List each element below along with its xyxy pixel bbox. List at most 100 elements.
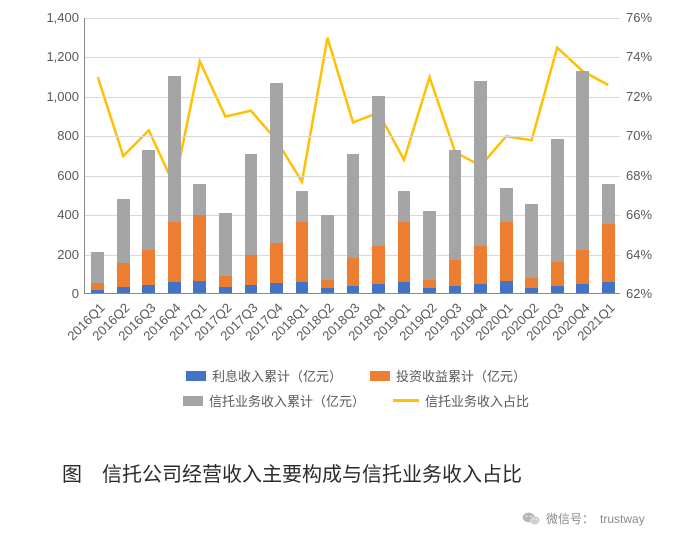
bar-interest	[193, 281, 206, 293]
bar-investment	[91, 283, 104, 290]
bar-interest	[245, 285, 258, 293]
y2-tick-label: 64%	[620, 247, 652, 262]
bar-investment	[576, 250, 589, 285]
bar-investment	[296, 222, 309, 282]
bar-interest	[474, 284, 487, 293]
bar-trust_rev	[372, 96, 385, 246]
y1-tick-label: 1,000	[46, 89, 85, 104]
bar-trust_rev	[245, 154, 258, 255]
bar-investment	[245, 255, 258, 286]
bar-investment	[474, 246, 487, 284]
bar-trust_rev	[398, 191, 411, 222]
bar-trust_rev	[602, 184, 615, 224]
bar-interest	[372, 284, 385, 293]
legend-label: 利息收入累计（亿元）	[212, 366, 342, 385]
bar-trust_rev	[474, 81, 487, 246]
legend-item-trust_share: 信托业务收入占比	[393, 391, 529, 410]
legend-item-trust_rev: 信托业务收入累计（亿元）	[183, 391, 365, 410]
bar-trust_rev	[321, 215, 334, 280]
bar-interest	[219, 287, 232, 293]
y2-tick-label: 62%	[620, 286, 652, 301]
bar-interest	[347, 286, 360, 293]
plot-area: 02004006008001,0001,2001,40062%64%66%68%…	[84, 18, 620, 294]
bar-interest	[500, 281, 513, 293]
bar-investment	[500, 222, 513, 281]
bar-trust_rev	[91, 252, 104, 284]
bar-investment	[372, 246, 385, 284]
bar-investment	[423, 280, 436, 288]
bar-investment	[347, 258, 360, 287]
bar-interest	[449, 286, 462, 293]
bar-trust_rev	[296, 191, 309, 222]
legend-swatch	[186, 371, 206, 381]
bar-investment	[398, 222, 411, 282]
gridline	[85, 18, 620, 19]
bar-interest	[168, 282, 181, 293]
y2-tick-label: 74%	[620, 49, 652, 64]
bar-investment	[219, 276, 232, 287]
y1-tick-label: 1,400	[46, 10, 85, 25]
bar-interest	[117, 287, 130, 293]
wechat-icon	[522, 511, 540, 526]
legend-label: 信托业务收入占比	[425, 391, 529, 410]
bar-interest	[602, 282, 615, 293]
y1-tick-label: 600	[57, 168, 85, 183]
legend-label: 信托业务收入累计（亿元）	[209, 391, 365, 410]
y2-tick-label: 76%	[620, 10, 652, 25]
legend-swatch	[393, 399, 419, 402]
bar-trust_rev	[142, 150, 155, 250]
bar-investment	[117, 263, 130, 287]
legend-swatch	[370, 371, 390, 381]
y2-tick-label: 70%	[620, 128, 652, 143]
bar-trust_rev	[168, 76, 181, 222]
gridline	[85, 57, 620, 58]
bar-investment	[525, 278, 538, 288]
bar-trust_rev	[193, 184, 206, 216]
y2-tick-label: 68%	[620, 168, 652, 183]
bar-trust_rev	[270, 83, 283, 243]
footer-attribution: 微信号： trustway	[522, 510, 645, 527]
gridline	[85, 97, 620, 98]
bar-interest	[398, 282, 411, 293]
bar-investment	[602, 224, 615, 282]
bar-investment	[270, 243, 283, 283]
bar-trust_rev	[576, 71, 589, 249]
bar-interest	[296, 282, 309, 293]
bar-trust_rev	[500, 188, 513, 223]
bar-interest	[423, 288, 436, 293]
bar-trust_rev	[551, 139, 564, 262]
bar-interest	[576, 284, 589, 293]
y1-tick-label: 0	[72, 286, 85, 301]
bar-trust_rev	[423, 211, 436, 280]
legend: 利息收入累计（亿元） 投资收益累计（亿元） 信托业务收入累计（亿元） 信托业务收入占比	[96, 366, 616, 416]
gridline	[85, 136, 620, 137]
bar-investment	[193, 215, 206, 281]
y1-tick-label: 1,200	[46, 49, 85, 64]
y1-tick-label: 400	[57, 207, 85, 222]
legend-item-investment: 投资收益累计（亿元）	[370, 366, 526, 385]
bar-trust_rev	[219, 213, 232, 276]
bar-investment	[551, 262, 564, 286]
y1-tick-label: 200	[57, 247, 85, 262]
legend-label: 投资收益累计（亿元）	[396, 366, 526, 385]
bar-interest	[321, 288, 334, 293]
bar-investment	[142, 250, 155, 285]
y2-tick-label: 66%	[620, 207, 652, 222]
bar-interest	[142, 285, 155, 293]
chart-caption: 图 信托公司经营收入主要构成与信托业务收入占比	[62, 458, 522, 487]
footer-prefix: 微信号：	[546, 510, 594, 527]
bar-investment	[168, 222, 181, 282]
bar-interest	[91, 290, 104, 293]
bar-trust_rev	[525, 204, 538, 278]
bar-interest	[270, 283, 283, 293]
y2-tick-label: 72%	[620, 89, 652, 104]
footer-value: trustway	[600, 512, 645, 526]
bar-trust_rev	[117, 199, 130, 263]
bar-interest	[525, 288, 538, 293]
bar-investment	[449, 260, 462, 287]
bar-trust_rev	[347, 154, 360, 258]
bar-investment	[321, 280, 334, 288]
bar-trust_rev	[449, 150, 462, 259]
legend-swatch	[183, 396, 203, 406]
y1-tick-label: 800	[57, 128, 85, 143]
